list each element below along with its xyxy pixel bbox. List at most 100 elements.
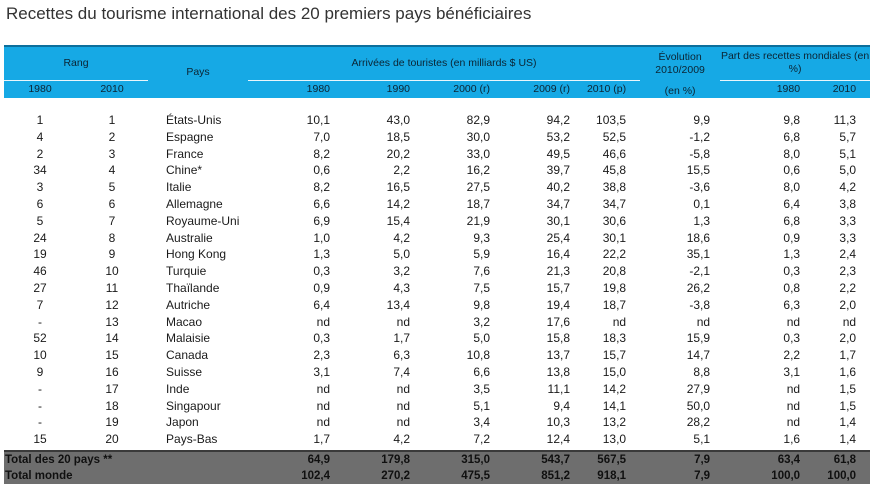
cell-share-2010: 1,7 — [839, 348, 857, 363]
header-sub-col: 2000 (r) — [410, 80, 491, 98]
header-sub-col: 2010 — [76, 80, 149, 98]
cell-arrivals-1990: nd — [396, 314, 411, 329]
cell-rank-2010: 17 — [105, 381, 119, 396]
cell-share-2010: 2,0 — [839, 297, 857, 312]
cell-share-1980: nd — [786, 398, 801, 413]
cell-arrivals-1990: 15,4 — [386, 213, 411, 228]
cell-rank-1980: 3 — [36, 180, 44, 195]
cell-rank-2010: 4 — [108, 163, 116, 178]
cell-arrivals-1990: 1,7 — [393, 331, 411, 346]
cell-arrivals-2010: 30,6 — [602, 213, 627, 228]
cell-arrivals-1990: 3,2 — [393, 264, 411, 279]
cell-rank-1980: 34 — [33, 163, 47, 178]
table-row: 3 5 Italie 8,2 16,5 27,5 40,2 38,8 -3,6 8,0 4,2 — [4, 179, 870, 196]
cell-arrivals-1980: 8,2 — [313, 146, 331, 161]
cell-arrivals-2000: 7,2 — [473, 432, 491, 447]
header-evolution-line3: (en %) — [664, 85, 696, 97]
cell-share-1980: 1,6 — [783, 432, 801, 447]
cell-rank-2010: 14 — [105, 331, 119, 346]
cell-arrivals-1980: 6,4 — [313, 297, 331, 312]
cell-rank-1980: - — [38, 381, 42, 396]
header-part: Part des recettes mondiales (en %) — [720, 44, 871, 81]
cell-arrivals-2010: 14,2 — [602, 381, 627, 396]
cell-evolution: -3,8 — [689, 297, 711, 312]
cell-country: Australie — [166, 230, 213, 245]
header-sub-col: 2009 (r) — [490, 80, 571, 98]
cell-arrivals-2009: 13,8 — [546, 364, 571, 379]
cell-country: France — [166, 146, 204, 161]
cell-arrivals-1980: nd — [316, 381, 331, 396]
header-sub-col: 1980 — [248, 80, 331, 98]
cell-arrivals-2000: 16,2 — [466, 163, 491, 178]
table-row: 1 1 États-Unis 10,1 43,0 82,9 94,2 103,5 9,9 9,8 1… — [4, 98, 870, 129]
cell-total-evolution: 7,9 — [640, 449, 721, 468]
cell-arrivals-1990: 13,4 — [386, 297, 411, 312]
cell-rank-1980: 15 — [33, 432, 47, 447]
table-row: - 13 Macao nd nd 3,2 17,6 nd nd nd nd — [4, 314, 870, 331]
cell-total-evolution: 7,9 — [640, 467, 721, 484]
header-sub-col: 2010 — [800, 80, 871, 98]
cell-country: Suisse — [166, 364, 203, 379]
cell-share-1980: 8,0 — [783, 146, 801, 161]
cell-arrivals-2000: 9,3 — [473, 230, 491, 245]
cell-share-2010: 2,4 — [839, 247, 857, 262]
cell-arrivals-1980: 2,3 — [313, 348, 331, 363]
cell-arrivals-2000: 3,4 — [473, 415, 491, 430]
cell-arrivals-2010: 103,5 — [596, 113, 627, 127]
cell-arrivals-1980: nd — [316, 398, 331, 413]
cell-arrivals-2009: 21,3 — [546, 264, 571, 279]
cell-evolution: -2,1 — [689, 264, 711, 279]
cell-arrivals-1990: nd — [396, 415, 411, 430]
cell-rank-2010: 2 — [108, 129, 116, 144]
cell-share-1980: nd — [786, 381, 801, 396]
cell-country: Japon — [166, 415, 199, 430]
cell-total-share-2010: 100,0 — [800, 467, 871, 484]
cell-arrivals-1980: 1,0 — [313, 230, 331, 245]
cell-total-arrivals-2000: 475,5 — [410, 467, 491, 484]
cell-arrivals-2009: 11,1 — [547, 381, 571, 396]
cell-country: Autriche — [166, 297, 211, 312]
cell-arrivals-2010: 13,2 — [602, 415, 627, 430]
cell-total-arrivals-2009: 851,2 — [490, 467, 571, 484]
cell-arrivals-2009: 13,7 — [546, 348, 571, 363]
cell-evolution: -5,8 — [689, 146, 711, 161]
cell-rank-1980: 5 — [36, 213, 44, 228]
cell-evolution: 18,6 — [686, 230, 711, 245]
table-row: 46 10 Turquie 0,3 3,2 7,6 21,3 20,8 -2,1 0,3 2,3 — [4, 263, 870, 280]
cell-rank-1980: 52 — [33, 331, 47, 346]
cell-arrivals-2000: 30,0 — [466, 129, 491, 144]
cell-arrivals-2009: 94,2 — [546, 113, 571, 127]
cell-evolution: 14,7 — [686, 348, 711, 363]
cell-country: Allemagne — [166, 196, 223, 211]
cell-country: Canada — [166, 348, 209, 363]
cell-total-label: Total des 20 pays ** — [4, 449, 249, 468]
cell-arrivals-2000: 10,8 — [466, 348, 491, 363]
cell-arrivals-1990: 4,3 — [393, 280, 411, 295]
cell-rank-2010: 20 — [105, 432, 119, 447]
cell-evolution: 15,5 — [686, 163, 711, 178]
header-sub-col: 2010 (p) — [570, 80, 641, 98]
cell-arrivals-2009: 40,2 — [546, 180, 571, 195]
header-evolution-line1: Évolution — [658, 51, 702, 63]
cell-rank-2010: 9 — [108, 247, 116, 262]
cell-share-1980: 6,4 — [783, 196, 801, 211]
cell-arrivals-2010: 34,7 — [602, 196, 627, 211]
table-row: 9 16 Suisse 3,1 7,4 6,6 13,8 15,0 8,8 3,1 1,6 — [4, 364, 870, 381]
cell-total-share-2010: 61,8 — [800, 449, 871, 468]
cell-share-2010: 3,3 — [839, 230, 857, 245]
cell-share-1980: 1,3 — [783, 247, 801, 262]
cell-rank-2010: 3 — [108, 146, 116, 161]
cell-country: Italie — [166, 180, 192, 195]
cell-rank-2010: 19 — [105, 415, 119, 430]
cell-arrivals-1990: 18,5 — [386, 129, 411, 144]
cell-share-1980: 0,6 — [783, 163, 801, 178]
cell-arrivals-2009: 19,4 — [546, 297, 571, 312]
cell-total-arrivals-2000: 315,0 — [410, 449, 491, 468]
cell-share-2010: 5,0 — [839, 163, 857, 178]
cell-share-2010: 2,0 — [839, 331, 857, 346]
cell-share-1980: nd — [786, 314, 801, 329]
cell-share-1980: 6,3 — [783, 297, 801, 312]
table-row: 15 20 Pays-Bas 1,7 4,2 7,2 12,4 13,0 5,1 1,6 1,4 — [4, 431, 870, 451]
cell-arrivals-1990: 4,2 — [393, 432, 411, 447]
cell-rank-2010: 1 — [108, 113, 116, 127]
